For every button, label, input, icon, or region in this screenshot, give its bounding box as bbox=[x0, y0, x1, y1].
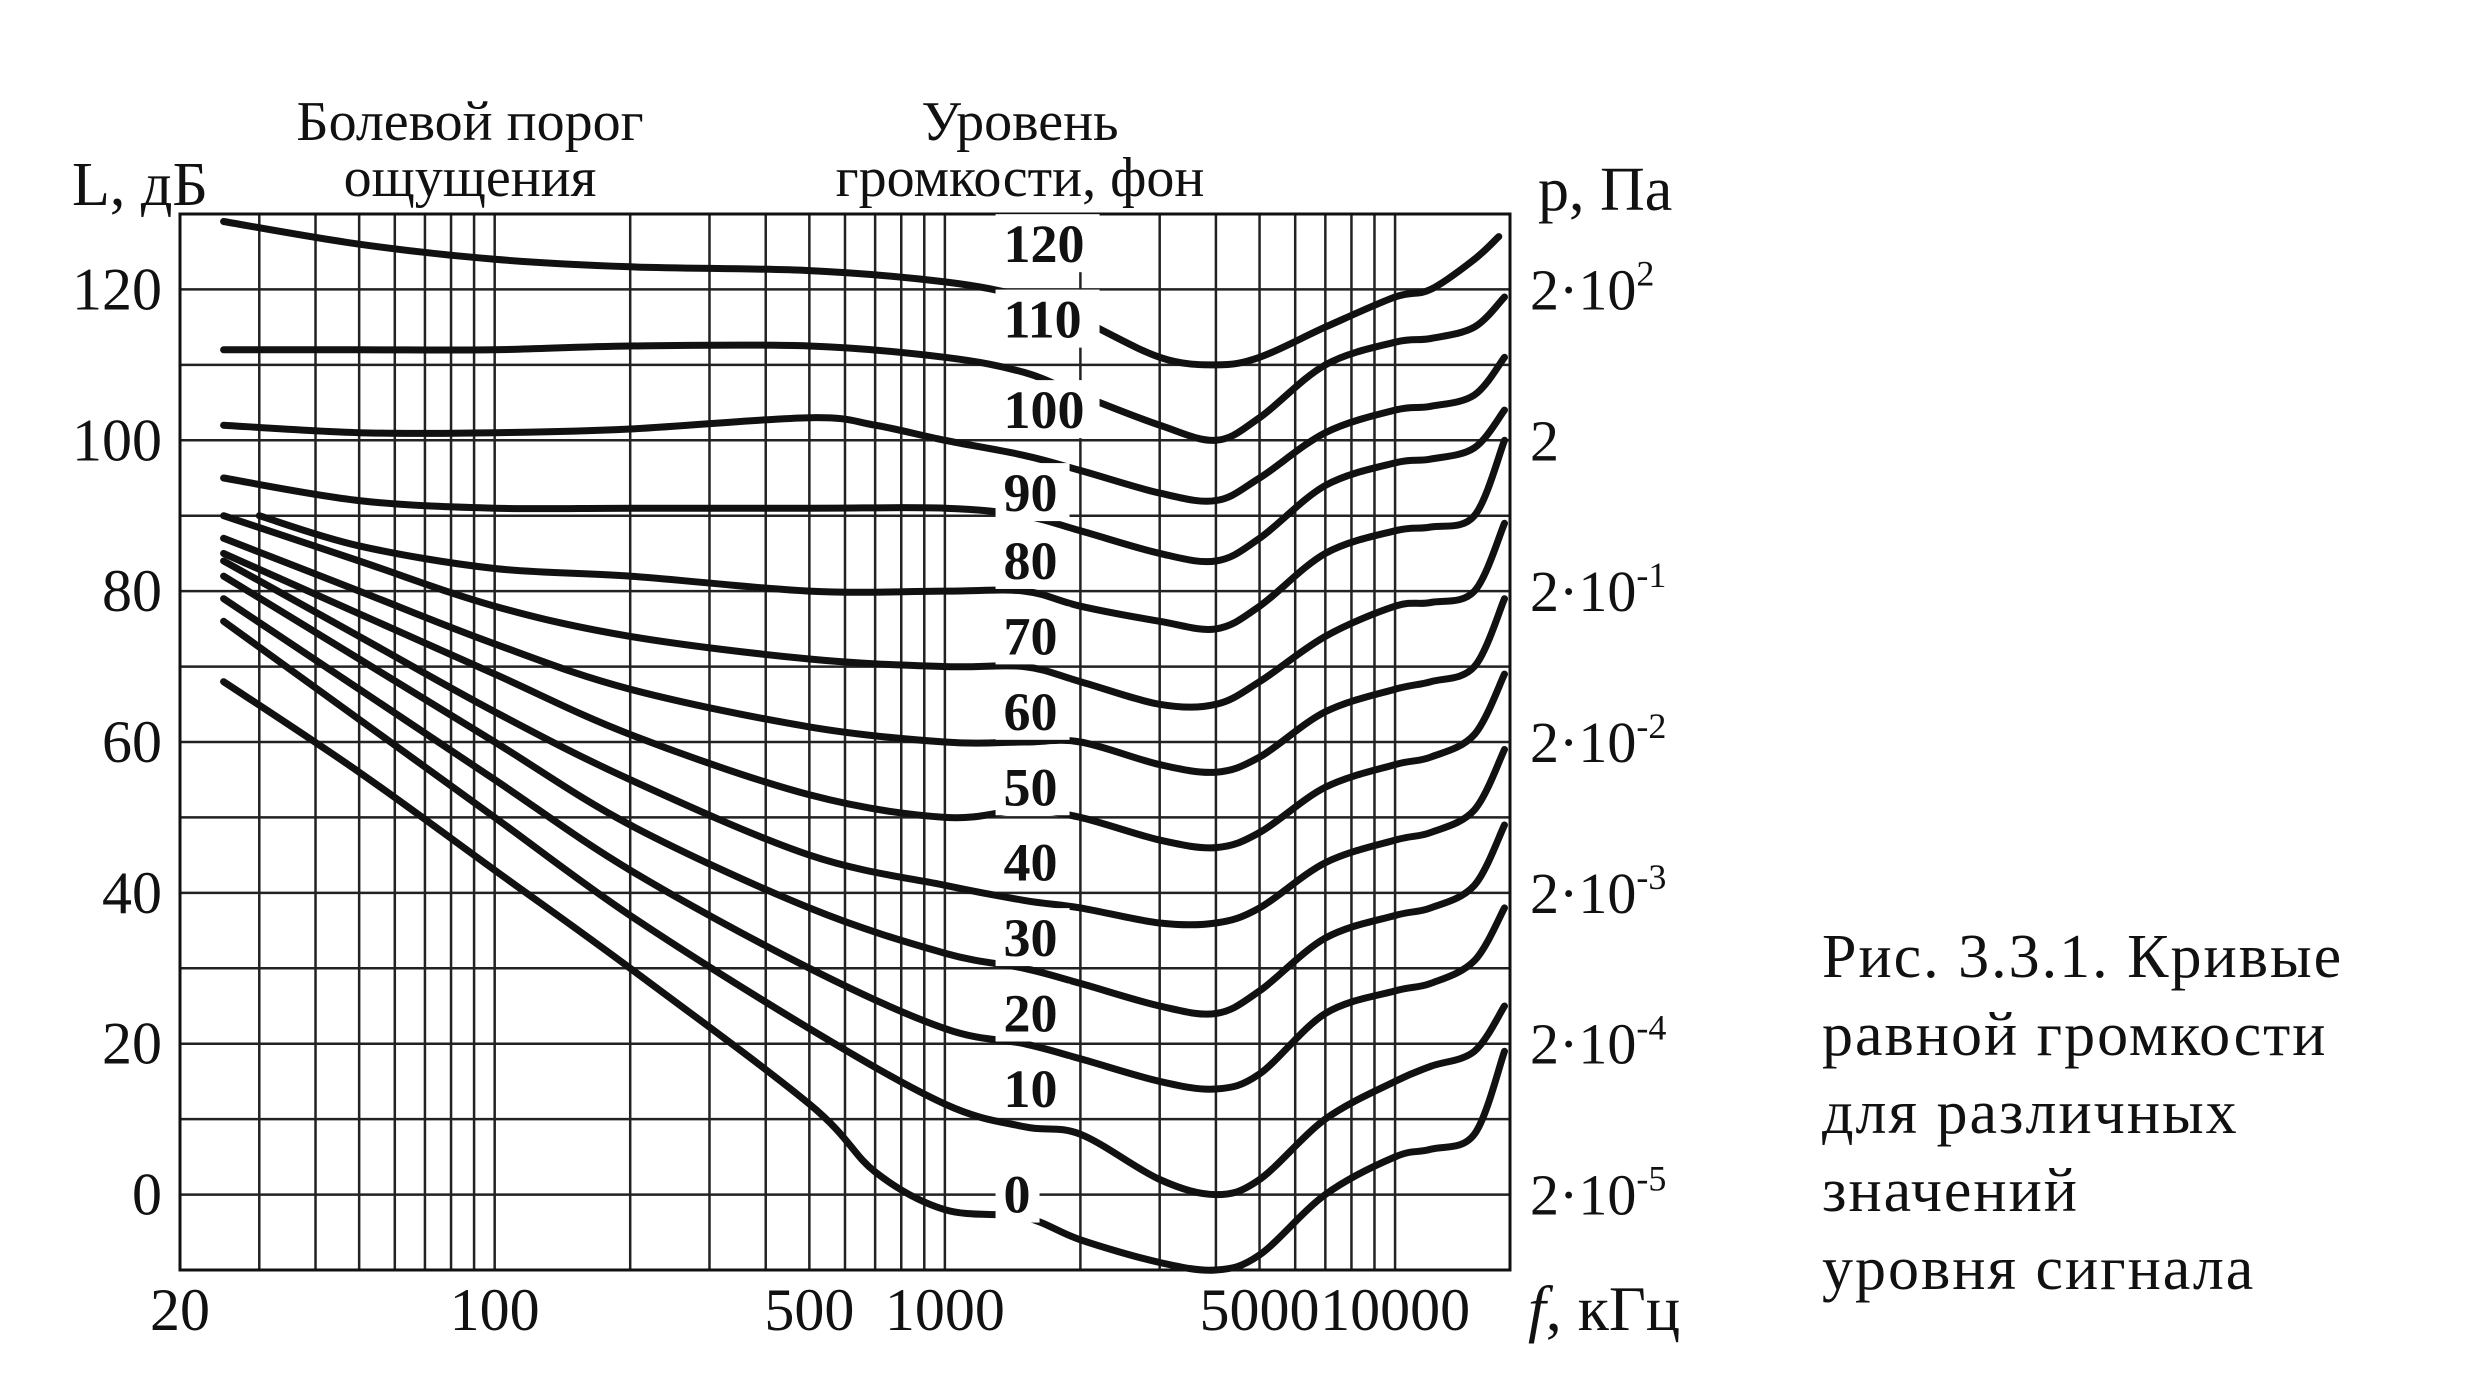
y-tick-label: 0 bbox=[132, 1162, 162, 1228]
curve-label-background bbox=[995, 380, 1100, 439]
caption-line-3: для различных bbox=[1822, 1079, 2239, 1147]
curve-label-70: 70 bbox=[1004, 606, 1058, 666]
right-tick-label: 2·10-5 bbox=[1530, 1159, 1666, 1228]
right-tick-label: 2·102 bbox=[1530, 253, 1654, 322]
curve-label-50: 50 bbox=[1004, 757, 1058, 817]
curve-label-60: 60 bbox=[1004, 682, 1058, 742]
loudness-curves bbox=[220, 218, 1508, 1274]
loudness-curve-70 bbox=[220, 512, 1508, 711]
loudness-curve-100 bbox=[220, 353, 1508, 505]
curve-label-20: 20 bbox=[1004, 984, 1058, 1044]
right-tick-exponent: -1 bbox=[1636, 555, 1666, 595]
right-tick-base: 2 bbox=[1530, 408, 1559, 473]
curve-label-80: 80 bbox=[1004, 531, 1058, 591]
loudness-curve-40 bbox=[220, 557, 1508, 929]
curve-label-background bbox=[995, 832, 1070, 891]
curve-label-10: 10 bbox=[1004, 1059, 1058, 1119]
grid-lines bbox=[180, 212, 1510, 1272]
right-tick-base: 2·10 bbox=[1530, 559, 1636, 624]
x-tick-labels: 20 100 500 1000 5000 10000 bbox=[150, 1277, 1470, 1343]
loudness-curve-110 bbox=[220, 293, 1508, 444]
curve-label-background bbox=[995, 214, 1100, 273]
x-tick-label: 10000 bbox=[1320, 1277, 1470, 1343]
loudness-curve-30 bbox=[220, 572, 1508, 1018]
right-tick-base: 2·10 bbox=[1530, 1163, 1636, 1228]
loudness-curve-90 bbox=[220, 406, 1508, 566]
caption-line-5: уровня сигнала bbox=[1822, 1235, 2256, 1303]
x-tick-label: 5000 bbox=[1200, 1277, 1320, 1343]
right-tick-label: 2·10-4 bbox=[1530, 1008, 1666, 1077]
loudness-curve-80 bbox=[255, 436, 1508, 633]
x-tick-label: 1000 bbox=[885, 1277, 1005, 1343]
curve-label-background bbox=[995, 1058, 1070, 1117]
y-tick-label: 120 bbox=[72, 256, 162, 322]
right-tick-base: 2·10 bbox=[1530, 1012, 1636, 1077]
curve-label-background bbox=[995, 289, 1100, 348]
loudness-curve-50 bbox=[220, 549, 1508, 852]
curve-label-background bbox=[995, 983, 1070, 1042]
level-annotation-line2: громкости, фон bbox=[836, 147, 1205, 209]
loudness-curve-10 bbox=[220, 617, 1508, 1199]
right-tick-label: 2 bbox=[1530, 408, 1559, 473]
right-tick-label: 2·10-2 bbox=[1530, 706, 1666, 775]
curve-label-120: 120 bbox=[1004, 214, 1085, 274]
x-axis-label-unit: , кГц bbox=[1546, 1273, 1680, 1344]
right-tick-base: 2·10 bbox=[1530, 257, 1636, 322]
curve-label-background bbox=[995, 681, 1070, 740]
curve-label-background bbox=[995, 908, 1070, 967]
y-tick-label: 80 bbox=[102, 558, 162, 624]
right-tick-exponent: -5 bbox=[1636, 1159, 1666, 1199]
loudness-curve-60 bbox=[220, 534, 1508, 776]
curve-label-background bbox=[995, 606, 1070, 665]
curve-label-background bbox=[995, 530, 1070, 589]
caption-line-4: значений bbox=[1822, 1157, 2079, 1225]
pain-annotation-line1: Болевой порог bbox=[296, 91, 643, 153]
curve-label-100: 100 bbox=[1004, 380, 1085, 440]
right-tick-exponent: -3 bbox=[1636, 857, 1666, 897]
x-axis-label: f, кГц bbox=[1528, 1273, 1680, 1344]
curve-label-30: 30 bbox=[1004, 908, 1058, 968]
right-tick-exponent: -2 bbox=[1636, 706, 1666, 746]
right-tick-base: 2·10 bbox=[1530, 861, 1636, 926]
right-tick-label: 2·10-1 bbox=[1530, 555, 1666, 624]
y-tick-labels: 0 20 40 60 80 100 120 bbox=[72, 256, 162, 1227]
curve-label-90: 90 bbox=[1004, 463, 1058, 523]
curve-label-background bbox=[995, 463, 1070, 522]
y-tick-label: 20 bbox=[102, 1011, 162, 1077]
right-tick-label: 2·10-3 bbox=[1530, 857, 1666, 926]
y-axis-label: L, дБ bbox=[72, 151, 208, 219]
plot-frame bbox=[178, 212, 1512, 1272]
right-axis-label: р, Па bbox=[1538, 156, 1672, 224]
plot-border bbox=[178, 212, 1512, 1272]
y-tick-label: 100 bbox=[72, 407, 162, 473]
pain-annotation-line2: ощущения bbox=[344, 147, 597, 209]
y-tick-label: 60 bbox=[102, 709, 162, 775]
curve-label-background bbox=[995, 757, 1070, 816]
x-tick-label: 20 bbox=[150, 1277, 210, 1343]
y-tick-label: 40 bbox=[102, 860, 162, 926]
right-tick-exponent: 2 bbox=[1636, 253, 1654, 293]
figure-caption: Рис. 3.3.1. Кривые равной громкости для … bbox=[1822, 918, 2343, 1308]
level-annotation-line1: Уровень bbox=[921, 91, 1118, 153]
curve-label-background bbox=[995, 1164, 1040, 1223]
right-tick-exponent: -4 bbox=[1636, 1008, 1666, 1048]
caption-line-2: равной громкости bbox=[1822, 1001, 2328, 1069]
x-tick-label: 500 bbox=[764, 1277, 854, 1343]
right-tick-base: 2·10 bbox=[1530, 710, 1636, 775]
curve-label-0: 0 bbox=[1004, 1165, 1031, 1225]
curve-label-40: 40 bbox=[1004, 833, 1058, 893]
caption-line-1: Рис. 3.3.1. Кривые bbox=[1822, 923, 2344, 991]
loudness-curve-20 bbox=[220, 595, 1508, 1093]
loudness-curve-0 bbox=[220, 678, 1508, 1274]
loudness-curve-120 bbox=[220, 218, 1503, 369]
curve-label-110: 110 bbox=[1004, 290, 1082, 350]
x-tick-label: 100 bbox=[450, 1277, 540, 1343]
